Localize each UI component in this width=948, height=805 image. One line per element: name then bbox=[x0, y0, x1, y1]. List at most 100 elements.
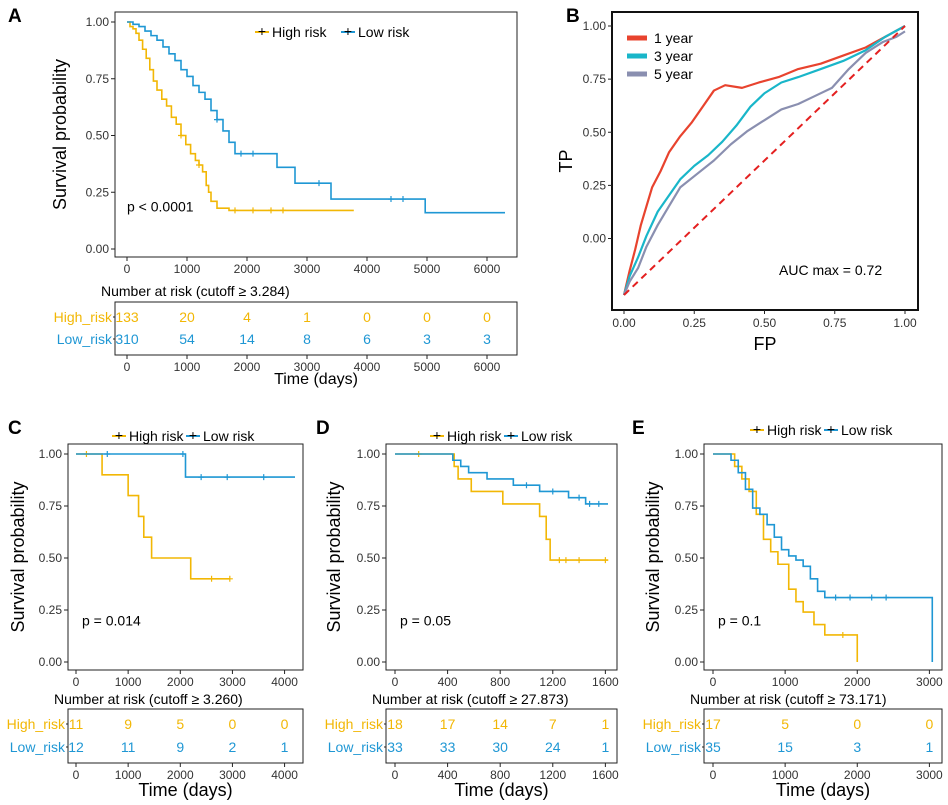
c-risk-count: 12 bbox=[68, 739, 84, 755]
e-risk-count: 35 bbox=[705, 739, 721, 755]
d-risk-count: 33 bbox=[387, 739, 403, 755]
b-y-axis-label: TP bbox=[556, 149, 576, 172]
c-risk-count: 1 bbox=[281, 739, 289, 755]
d-high-censor-mark bbox=[602, 557, 609, 564]
c-risk-count: 5 bbox=[176, 716, 184, 732]
b-auc-annotation: AUC max = 0.72 bbox=[779, 262, 882, 278]
roc-reference-diagonal bbox=[623, 25, 906, 296]
c-risk-x-tick-label: 2000 bbox=[167, 768, 194, 782]
c-y-axis-label: Survival probability bbox=[8, 481, 28, 632]
c-plot-frame bbox=[67, 443, 304, 671]
d-low-censor-mark bbox=[595, 500, 602, 507]
e-risk-x-tick-label: 2000 bbox=[844, 768, 871, 782]
d-x-tick-label: 0 bbox=[392, 675, 399, 689]
c-x-tick-label: 4000 bbox=[271, 675, 298, 689]
plot-layer: 0.000.250.500.751.000 1000 2000 3000 4000 500… bbox=[7, 11, 943, 800]
a-low-censor-mark bbox=[250, 150, 256, 157]
a-risk-count: 3 bbox=[483, 331, 491, 347]
b-x-tick-label: 1.00 bbox=[893, 316, 917, 330]
a-risk-x-tick-label: 3000 bbox=[294, 360, 321, 374]
a-low-censor-mark bbox=[316, 180, 322, 187]
c-legend-low-label: Low risk bbox=[203, 428, 255, 444]
a-x-tick-label: 6000 bbox=[474, 262, 501, 276]
d-high-risk-curve bbox=[395, 453, 608, 561]
d-risk-title: Number at risk (cutoff ≥ 27.873) bbox=[372, 691, 569, 707]
a-risk-frame bbox=[114, 301, 518, 356]
d-y-tick-label: 0.50 bbox=[357, 551, 381, 565]
c-x-tick-label: 1000 bbox=[115, 675, 142, 689]
d-x-tick-label: 1200 bbox=[539, 675, 566, 689]
e-risk-frame bbox=[703, 708, 943, 764]
e-x-tick-label: 1000 bbox=[772, 675, 799, 689]
a-y-tick-label: 1.00 bbox=[86, 15, 110, 29]
d-risk-frame bbox=[385, 708, 618, 764]
e-risk-x-tick-label: 0 bbox=[710, 768, 717, 782]
c-risk-count: 9 bbox=[124, 716, 132, 732]
d-risk-x-tick-label: 0 bbox=[392, 768, 399, 782]
e-y-axis-label: Survival probability bbox=[643, 481, 663, 632]
c-legend-high-label: High risk bbox=[129, 428, 184, 444]
e-risk-count: 0 bbox=[853, 716, 861, 732]
e-low-risk-curve bbox=[713, 453, 934, 662]
e-risk-row-label: High_risk bbox=[643, 716, 702, 732]
c-high-censor-mark bbox=[208, 575, 215, 582]
d-high-censor-mark bbox=[576, 557, 583, 564]
e-low-censor-mark bbox=[832, 594, 839, 601]
d-risk-count: 1 bbox=[601, 716, 609, 732]
c-x-axis-label: Time (days) bbox=[138, 780, 232, 800]
c-risk-count: 11 bbox=[69, 716, 84, 732]
a-low-censor-mark bbox=[388, 196, 394, 203]
panel-d-label: D bbox=[316, 418, 330, 439]
d-x-tick-label: 1600 bbox=[592, 675, 619, 689]
e-plot-frame bbox=[703, 443, 943, 671]
e-high-censor-mark bbox=[839, 631, 846, 638]
e-y-tick-label: 1.00 bbox=[675, 447, 699, 461]
panel-b-label: B bbox=[566, 6, 580, 27]
a-y-axis-label: Survival probability bbox=[50, 59, 70, 210]
b-legend-label-1: 3 year bbox=[654, 48, 693, 64]
e-y-tick-label: 0.25 bbox=[675, 603, 699, 617]
a-x-tick-label: 2000 bbox=[234, 262, 261, 276]
e-x-tick-label: 3000 bbox=[916, 675, 943, 689]
e-low-censor-mark bbox=[847, 594, 854, 601]
a-y-tick-label: 0.25 bbox=[86, 185, 110, 199]
e-legend-low-marker: + bbox=[827, 421, 835, 437]
e-risk-count: 15 bbox=[777, 739, 793, 755]
b-y-tick-label: 0.75 bbox=[583, 72, 607, 86]
d-risk-count: 30 bbox=[492, 739, 508, 755]
d-low-risk-curve bbox=[395, 453, 608, 505]
a-high-censor-mark bbox=[268, 207, 274, 214]
a-y-tick-label: 0.50 bbox=[86, 129, 110, 143]
c-high-risk-curve bbox=[76, 453, 230, 580]
d-x-tick-label: 800 bbox=[490, 675, 510, 689]
a-x-tick-label: 1000 bbox=[174, 262, 201, 276]
e-y-tick-label: 0.50 bbox=[675, 551, 699, 565]
a-risk-x-tick-label: 0 bbox=[124, 360, 131, 374]
a-risk-count: 133 bbox=[115, 309, 139, 325]
panel-c-label: C bbox=[8, 418, 22, 439]
e-x-tick-label: 0 bbox=[710, 675, 717, 689]
b-x-tick-label: 0.25 bbox=[683, 316, 707, 330]
e-risk-title: Number at risk (cutoff ≥ 73.171) bbox=[690, 691, 887, 707]
d-legend-high-marker: + bbox=[433, 427, 441, 443]
c-x-tick-label: 0 bbox=[73, 675, 80, 689]
e-risk-x-tick-label: 3000 bbox=[916, 768, 943, 782]
c-low-censor-mark bbox=[104, 451, 111, 457]
c-risk-count: 2 bbox=[229, 739, 237, 755]
a-risk-count: 20 bbox=[179, 309, 195, 325]
d-risk-count: 17 bbox=[440, 716, 456, 732]
c-risk-x-tick-label: 3000 bbox=[219, 768, 246, 782]
a-x-axis-label: Time (days) bbox=[274, 371, 358, 388]
c-risk-count: 0 bbox=[229, 716, 237, 732]
e-risk-row-label: Low_risk bbox=[646, 739, 702, 755]
panel-e-label: E bbox=[632, 418, 645, 439]
b-legend-label-2: 5 year bbox=[654, 66, 693, 82]
d-low-censor-mark bbox=[523, 482, 530, 489]
c-y-tick-label: 0.75 bbox=[39, 499, 63, 513]
a-risk-x-tick-label: 6000 bbox=[474, 360, 501, 374]
e-low-censor-mark bbox=[883, 594, 890, 601]
c-x-tick-label: 3000 bbox=[219, 675, 246, 689]
c-legend-low-marker: + bbox=[189, 427, 197, 443]
d-low-censor-mark bbox=[576, 494, 583, 501]
a-risk-count: 6 bbox=[363, 331, 371, 347]
